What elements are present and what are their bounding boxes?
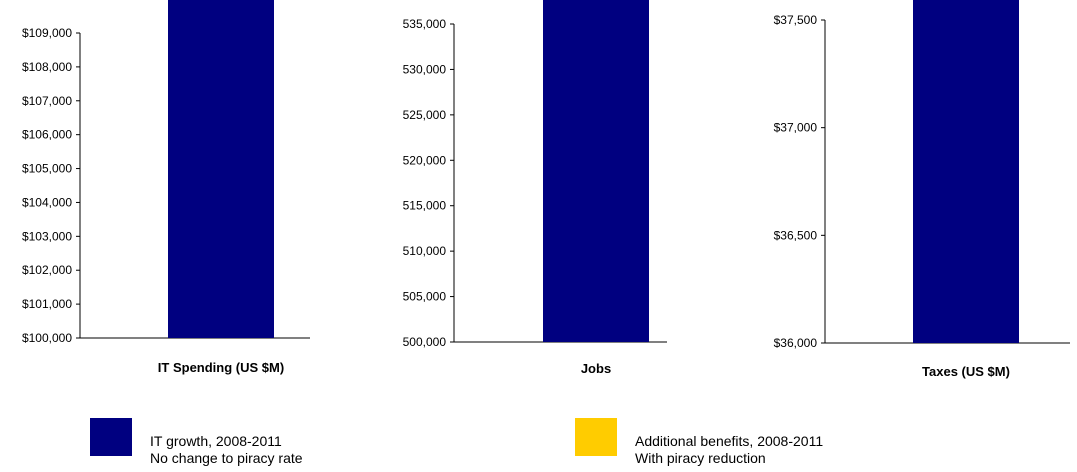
chart-3-y-tick-label: $37,000 bbox=[774, 121, 818, 135]
chart-1-y-tick-label: $103,000 bbox=[22, 229, 72, 243]
chart-2-y-tick-label: 505,000 bbox=[403, 290, 447, 304]
chart-2-y-tick-label: 535,000 bbox=[403, 17, 447, 31]
chart-1-y-tick-label: $100,000 bbox=[22, 331, 72, 345]
chart-1-y-tick-label: $101,000 bbox=[22, 297, 72, 311]
chart-2-y-tick-label: 525,000 bbox=[403, 108, 447, 122]
legend-swatch-it-growth bbox=[90, 418, 132, 456]
legend-line2: No change to piracy rate bbox=[150, 450, 303, 466]
chart-2-y-tick-label: 520,000 bbox=[403, 153, 447, 167]
chart-1-y-tick-label: $108,000 bbox=[22, 60, 72, 74]
chart-2-category-label: Jobs bbox=[581, 361, 611, 376]
chart-1-y-tick-label: $104,000 bbox=[22, 195, 72, 209]
chart-3-bar-it-growth bbox=[913, 0, 1019, 343]
legend-label-it-growth: IT growth, 2008-2011 No change to piracy… bbox=[150, 433, 303, 467]
chart-1-y-tick-label: $109,000 bbox=[22, 26, 72, 40]
chart-3-y-tick-label: $36,500 bbox=[774, 228, 818, 242]
chart-1-y-tick-label: $106,000 bbox=[22, 128, 72, 142]
legend-swatch-additional-benefits bbox=[575, 418, 617, 456]
chart-1-y-tick-label: $107,000 bbox=[22, 94, 72, 108]
legend-line2: With piracy reduction bbox=[635, 450, 766, 466]
chart-2-y-tick-label: 500,000 bbox=[403, 335, 447, 349]
chart-1-bar-it-growth bbox=[168, 0, 274, 338]
legend-line1: Additional benefits, 2008-2011 bbox=[635, 433, 824, 449]
chart-1-category-label: IT Spending (US $M) bbox=[158, 360, 284, 375]
chart-2-bar-it-growth bbox=[543, 0, 649, 342]
chart-3-y-tick-label: $37,500 bbox=[774, 13, 818, 27]
chart-1-y-tick-label: $102,000 bbox=[22, 263, 72, 277]
chart-2-y-tick-label: 530,000 bbox=[403, 62, 447, 76]
legend-label-additional-benefits: Additional benefits, 2008-2011 With pira… bbox=[635, 433, 823, 467]
legend-line1: IT growth, 2008-2011 bbox=[150, 433, 282, 449]
chart-3-y-tick-label: $36,000 bbox=[774, 336, 818, 350]
chart-2-y-tick-label: 510,000 bbox=[403, 244, 447, 258]
chart-1-y-tick-label: $105,000 bbox=[22, 162, 72, 176]
chart-2-y-tick-label: 515,000 bbox=[403, 199, 447, 213]
chart-3-category-label: Taxes (US $M) bbox=[922, 364, 1010, 379]
